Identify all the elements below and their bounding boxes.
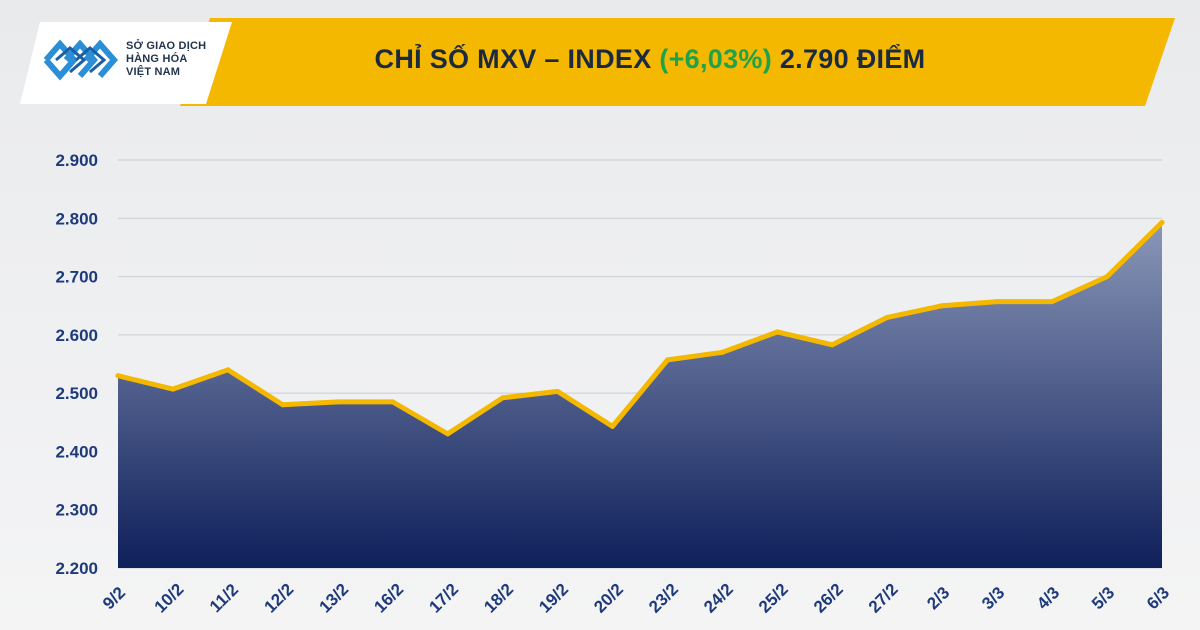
data-point (555, 388, 561, 394)
data-point (170, 386, 176, 392)
y-tick-label: 2.200 (55, 559, 98, 578)
data-point (500, 395, 506, 401)
x-tick-label: 19/2 (535, 580, 572, 617)
x-tick-label: 12/2 (261, 580, 298, 617)
x-tick-label: 23/2 (645, 580, 682, 617)
logo (30, 24, 240, 98)
data-point (610, 423, 615, 429)
x-tick-label: 11/2 (206, 580, 242, 616)
y-tick-label: 2.900 (55, 151, 98, 170)
y-tick-label: 2.500 (55, 384, 98, 403)
y-tick-label: 2.600 (55, 326, 98, 345)
x-tick-label: 4/3 (1033, 583, 1063, 613)
data-point (390, 399, 396, 405)
logo-text: SỞ GIAO DỊCH HÀNG HÓA VIỆT NAM (126, 40, 246, 79)
data-point (115, 373, 121, 379)
title-change: (+6,03%) (659, 44, 773, 74)
data-point (445, 431, 451, 437)
logo-line-1: SỞ GIAO DỊCH (126, 40, 207, 52)
x-tick-label: 27/2 (865, 580, 902, 617)
y-tick-label: 2.800 (55, 209, 98, 228)
x-tick-label: 13/2 (315, 580, 352, 617)
x-tick-label: 6/3 (1143, 583, 1173, 613)
title-prefix: CHỈ SỐ MXV – INDEX (374, 44, 652, 74)
data-point (665, 357, 670, 363)
logo-line-2: HÀNG HÓA (126, 53, 188, 65)
data-point (939, 303, 945, 309)
data-point (225, 367, 231, 373)
x-tick-label: 5/3 (1088, 583, 1118, 613)
data-point (335, 399, 341, 405)
data-point (774, 329, 780, 335)
series-line (115, 219, 1165, 437)
data-point (719, 349, 725, 355)
logo-mark-icon (43, 39, 118, 81)
x-tick-label: 25/2 (755, 580, 792, 617)
page-title: CHỈ SỐ MXV – INDEX (+6,03%) 2.790 ĐIỂM (240, 44, 1060, 75)
title-suffix: 2.790 ĐIỂM (779, 44, 926, 74)
x-tick-label: 20/2 (590, 580, 627, 617)
y-tick-label: 2.400 (55, 442, 98, 461)
x-tick-label: 17/2 (425, 580, 462, 617)
x-tick-label: 3/3 (978, 583, 1008, 613)
data-point (884, 314, 890, 320)
header-banner (20, 18, 1175, 106)
x-tick-label: 26/2 (810, 580, 847, 617)
x-tick-label: 10/2 (151, 580, 188, 617)
data-point (1159, 219, 1165, 225)
y-tick-label: 2.300 (55, 501, 98, 520)
x-tick-label: 18/2 (480, 580, 517, 617)
data-point (994, 299, 1000, 305)
data-point (1104, 274, 1110, 280)
logo-line-3: VIỆT NAM (126, 66, 181, 78)
data-point (280, 402, 286, 408)
data-point (829, 342, 835, 348)
x-tick-label: 9/2 (99, 583, 129, 613)
x-tick-label: 16/2 (370, 580, 407, 617)
y-tick-label: 2.700 (55, 268, 98, 287)
data-point (1049, 299, 1055, 305)
x-tick-label: 24/2 (700, 580, 737, 617)
x-tick-label: 2/3 (923, 583, 953, 613)
